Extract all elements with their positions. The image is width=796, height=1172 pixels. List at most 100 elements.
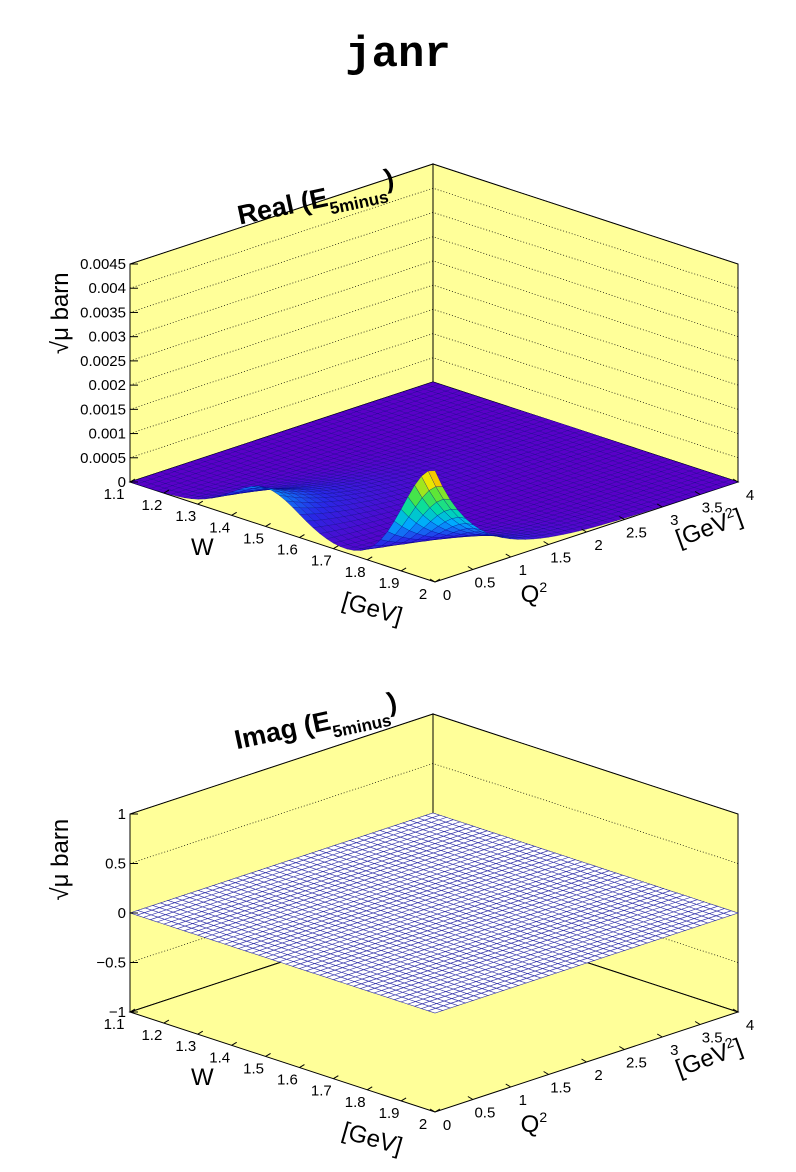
y-tick bbox=[619, 516, 625, 520]
y-tick bbox=[581, 1058, 587, 1063]
x-tick bbox=[163, 489, 170, 494]
y-tick bbox=[619, 1046, 625, 1050]
y-tick bbox=[429, 578, 436, 583]
z-tick-label: −1 bbox=[109, 1004, 126, 1021]
y-tick bbox=[656, 503, 663, 508]
x-axis-label: W bbox=[191, 534, 214, 561]
x-tick-label: 1.2 bbox=[141, 1027, 162, 1044]
y-tick bbox=[732, 478, 739, 483]
x-tick-label: 1.8 bbox=[345, 1094, 366, 1111]
y-tick bbox=[429, 1108, 436, 1113]
y-tick bbox=[467, 566, 474, 570]
z-tick-label: 0.0045 bbox=[80, 256, 126, 273]
x-tick bbox=[434, 578, 441, 583]
x-axis-unit: [GeV] bbox=[339, 1117, 405, 1160]
plot-imag: −1−0.500.511.11.21.31.41.51.61.71.81.92 0… bbox=[47, 686, 754, 1160]
x-tick bbox=[333, 1075, 339, 1080]
x-tick bbox=[197, 500, 204, 505]
z-tick-label: 0.0035 bbox=[80, 304, 126, 321]
x-tick bbox=[231, 511, 237, 516]
x-tick bbox=[366, 1086, 373, 1091]
x-tick-label: 1.7 bbox=[311, 553, 332, 570]
x-tick bbox=[434, 1108, 441, 1113]
x-tick-label: 1.1 bbox=[104, 1016, 125, 1033]
x-tick-label: 1.9 bbox=[379, 575, 400, 592]
z-tick-label: −0.5 bbox=[96, 955, 126, 972]
x-tick bbox=[299, 1064, 305, 1068]
x-tick bbox=[400, 567, 407, 572]
x-tick bbox=[366, 556, 373, 561]
x-tick bbox=[197, 1030, 204, 1035]
y-axis-label: Q2 bbox=[521, 1109, 548, 1138]
y-tick bbox=[505, 1083, 512, 1088]
y-tick-label: 0.5 bbox=[474, 1105, 495, 1122]
z-tick-label: 0.0025 bbox=[80, 353, 126, 370]
x-tick bbox=[129, 1008, 136, 1013]
z-axis-label-unit: μ barn bbox=[47, 272, 74, 341]
x-axis-unit: [GeV] bbox=[339, 587, 405, 630]
x-tick-label: 1.6 bbox=[277, 542, 298, 559]
z-tick-label: 0.003 bbox=[88, 329, 126, 346]
page-title: janr bbox=[345, 30, 451, 80]
y-tick bbox=[581, 528, 587, 533]
z-axis-label-root: √ bbox=[47, 886, 74, 900]
x-axis-label: W bbox=[191, 1064, 214, 1091]
x-tick bbox=[129, 478, 136, 483]
z-tick-label: 0.004 bbox=[88, 280, 126, 297]
surface-cell bbox=[428, 470, 443, 487]
x-tick-label: 1.5 bbox=[243, 1060, 264, 1077]
y-tick-label: 3 bbox=[670, 1042, 678, 1059]
y-tick-label: 3 bbox=[670, 512, 678, 529]
y-tick-label: 1 bbox=[519, 562, 527, 579]
z-tick-label: 0.0015 bbox=[80, 401, 126, 418]
y-tick-label: 2 bbox=[594, 537, 602, 554]
x-tick-label: 1.3 bbox=[175, 508, 196, 525]
y-axis-label-base: Q bbox=[521, 1111, 540, 1138]
x-tick-label: 1.3 bbox=[175, 1038, 196, 1055]
z-tick-label: 0 bbox=[118, 905, 126, 922]
y-tick bbox=[505, 553, 512, 558]
z-tick-label: 0.0005 bbox=[80, 450, 126, 467]
y-tick bbox=[467, 1096, 474, 1100]
y-tick-label: 3.5 bbox=[702, 1030, 723, 1047]
y-tick-label: 0 bbox=[443, 1117, 451, 1134]
z-tick-label: 0.002 bbox=[88, 377, 126, 394]
z-tick-label: 1 bbox=[118, 806, 126, 823]
x-tick bbox=[400, 1097, 407, 1102]
y-tick bbox=[732, 1008, 739, 1013]
y-tick-label: 2.5 bbox=[626, 1055, 647, 1072]
y-tick-label: 4 bbox=[746, 1017, 754, 1034]
panel-title-main: Imag (E bbox=[232, 706, 334, 756]
x-tick-label: 1.7 bbox=[311, 1083, 332, 1100]
x-tick-label: 2 bbox=[419, 1116, 427, 1133]
y-tick-label: 1.5 bbox=[550, 550, 571, 567]
x-tick bbox=[265, 523, 271, 527]
x-tick-label: 1.9 bbox=[379, 1105, 400, 1122]
x-tick-label: 1.5 bbox=[243, 530, 264, 547]
y-tick-label: 0.5 bbox=[474, 575, 495, 592]
y-tick-label: 2 bbox=[594, 1067, 602, 1084]
y-tick-label: 2.5 bbox=[626, 525, 647, 542]
z-axis-label: √μ barn bbox=[47, 819, 74, 901]
plot-real: 0 0.0005 0.001 0.0015 0.002 0.0025 0.003 0.0035… bbox=[47, 163, 754, 630]
z-tick-label: 0.5 bbox=[105, 856, 126, 873]
y-tick-label: 0 bbox=[443, 587, 451, 604]
z-axis-label-unit: μ barn bbox=[47, 819, 74, 888]
y-tick bbox=[543, 541, 549, 545]
z-tick-label: 0.001 bbox=[88, 426, 126, 443]
x-tick-label: 1.6 bbox=[277, 1072, 298, 1089]
x-tick bbox=[299, 534, 305, 538]
y-axis-label-sup: 2 bbox=[539, 1109, 547, 1125]
x-tick bbox=[231, 1041, 237, 1046]
y-axis-label-base: Q bbox=[521, 581, 540, 608]
x-tick bbox=[265, 1053, 271, 1057]
surface bbox=[129, 381, 739, 551]
x-tick bbox=[163, 1019, 170, 1024]
surface-cell bbox=[427, 1007, 444, 1014]
x-tick-label: 1.8 bbox=[345, 564, 366, 581]
y-tick-label: 4 bbox=[746, 487, 754, 504]
y-axis-label: Q2 bbox=[521, 579, 548, 608]
x-tick bbox=[333, 545, 339, 550]
y-tick bbox=[656, 1033, 663, 1038]
y-tick bbox=[694, 491, 701, 495]
